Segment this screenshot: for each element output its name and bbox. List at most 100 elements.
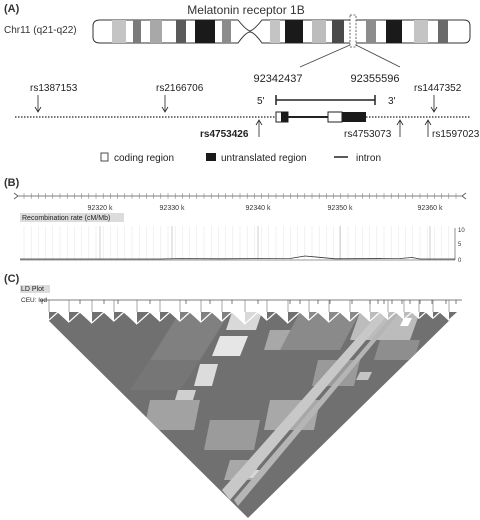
strand-3prime: 3' — [388, 96, 396, 107]
ld-dark-block — [150, 312, 230, 360]
gene-end-coordinate: 92355596 — [351, 73, 400, 85]
ld-cell-border — [275, 311, 289, 324]
svg-text:rs4753426: rs4753426 — [200, 129, 249, 140]
ld-color-scheme: CEU: lod — [21, 297, 47, 304]
gene-start-coordinate: 92342437 — [254, 73, 303, 85]
ld-cell-border — [439, 311, 450, 321]
axis-tick-92350k: 92350 k — [328, 205, 353, 212]
ld-cell-border — [91, 311, 105, 324]
ld-light-block — [194, 364, 218, 386]
ld-cell-border — [136, 311, 151, 325]
ld-cell-border — [221, 311, 233, 322]
ld-cell-border — [244, 311, 259, 325]
ld-cell-border — [48, 311, 59, 321]
axis-tick-92360k: 92360 k — [418, 205, 443, 212]
gene-title: Melatonin receptor 1B — [187, 3, 304, 17]
snp-marker-rs2166706: rs2166706 — [156, 83, 204, 113]
ld-cell-border — [287, 311, 301, 324]
recomb-y-tick-5: 5 — [458, 242, 462, 248]
axis-tick-92340k: 92340 k — [246, 205, 271, 212]
recombination-track-title-bg — [20, 213, 124, 222]
ld-cell-border — [200, 311, 213, 323]
panel-a-label: (A) — [4, 3, 20, 15]
recombination-rate-line — [20, 255, 455, 260]
ld-cell-border — [257, 311, 268, 321]
ld-diagonal-band — [234, 312, 400, 506]
ld-cell-border — [379, 311, 389, 320]
ld-cell-border — [39, 311, 50, 321]
zoom-line-right — [355, 44, 401, 68]
ld-cell-border — [189, 311, 202, 323]
ld-cell-border — [103, 311, 115, 322]
ld-cell-border — [57, 311, 70, 323]
strand-5prime: 5' — [257, 96, 265, 107]
recomb-y-tick-0: 0 — [458, 258, 462, 264]
ld-cell-border — [79, 311, 93, 324]
ld-cell-border — [159, 311, 171, 322]
legend-coding-swatch — [100, 152, 109, 162]
ld-light-block — [356, 372, 372, 380]
ld-cell-border — [149, 311, 161, 322]
recombination-track-title: Recombination rate (cM/Mb) — [22, 215, 110, 222]
chromosome-label: Chr11 (q21-q22) — [4, 25, 77, 36]
snp-marker-rs1597023: rs1597023 — [424, 119, 480, 140]
recombination-track: Recombination rate (cM/Mb) 10 5 0 — [20, 213, 465, 264]
ld-mid-block — [280, 312, 360, 350]
ld-cell-border — [113, 311, 125, 322]
ld-cell-border — [339, 311, 351, 322]
ld-cell-border — [369, 311, 381, 322]
svg-text:rs1597023: rs1597023 — [432, 129, 480, 140]
recomb-y-tick-10: 10 — [458, 228, 465, 234]
ld-cell-border — [308, 311, 319, 321]
ld-plot-title-bg — [20, 285, 50, 293]
zoom-line-left — [299, 44, 351, 68]
ld-cell-border — [266, 311, 277, 321]
chromosome-ideogram — [92, 14, 471, 48]
ld-mid-block — [204, 420, 260, 450]
ld-white-cell — [400, 318, 412, 326]
snp-marker-rs4753426: rs4753426 — [200, 119, 263, 140]
ld-cell-border — [432, 311, 441, 319]
snp-marker-rs1447352: rs1447352 — [414, 83, 462, 113]
ld-heatmap — [39, 300, 459, 518]
svg-text:rs1447352: rs1447352 — [414, 83, 462, 94]
ld-cell-border — [403, 311, 413, 320]
legend-untranslated-swatch — [206, 153, 216, 161]
ld-cell-border — [395, 311, 405, 320]
ld-diagonal-band — [222, 312, 390, 500]
ld-cell-border — [411, 311, 420, 319]
ld-cell-border — [418, 311, 427, 319]
legend-coding-label: coding region — [114, 153, 174, 164]
legend-intron-label: intron — [356, 153, 381, 164]
ld-snp-position-bar — [40, 299, 462, 304]
gene-legend: coding region untranslated region intron — [100, 152, 381, 164]
genome-position-axis: 92320 k 92330 k 92340 k 92350 k 92360 k — [13, 192, 467, 212]
ld-cell-border — [231, 311, 246, 325]
ld-cell-border — [299, 311, 310, 321]
ld-dark-block — [130, 360, 200, 390]
ld-light-block — [212, 336, 248, 356]
legend-untranslated-label: untranslated region — [221, 153, 307, 164]
svg-text:rs1387153: rs1387153 — [30, 83, 78, 94]
ld-cell-border — [211, 311, 223, 322]
ld-cell-border — [317, 311, 330, 323]
ld-mid-block — [374, 340, 420, 360]
ld-cell-border — [169, 311, 181, 322]
ld-cell-border — [425, 311, 434, 319]
ld-cell-border — [349, 311, 361, 322]
ld-mid-block — [144, 400, 200, 430]
svg-text:rs2166706: rs2166706 — [156, 83, 204, 94]
snp-marker-rs4753073: rs4753073 — [344, 119, 404, 140]
ld-cell-border — [387, 311, 397, 320]
ld-cell-border — [179, 311, 191, 322]
ld-cell-border — [359, 311, 371, 322]
ld-cell-border — [68, 311, 81, 323]
ld-cell-border — [448, 311, 459, 321]
svg-text:rs4753073: rs4753073 — [344, 129, 392, 140]
ld-cell-border — [123, 311, 138, 325]
ld-cell-border — [328, 311, 341, 323]
axis-tick-92320k: 92320 k — [88, 205, 113, 212]
axis-tick-92330k: 92330 k — [160, 205, 185, 212]
panel-b-label: (B) — [4, 177, 20, 189]
